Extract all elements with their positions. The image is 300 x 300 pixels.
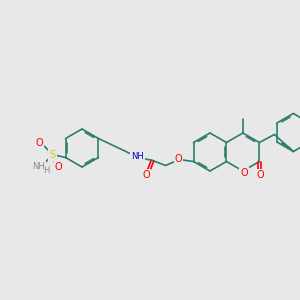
Text: O: O [36, 139, 43, 148]
Text: NH: NH [131, 152, 144, 161]
Text: O: O [143, 170, 150, 181]
Text: O: O [55, 163, 62, 172]
Text: H: H [44, 166, 50, 175]
Text: NH: NH [32, 162, 45, 171]
Text: O: O [256, 170, 264, 181]
Text: O: O [175, 154, 182, 164]
Text: O: O [240, 168, 248, 178]
Text: S: S [50, 149, 56, 160]
